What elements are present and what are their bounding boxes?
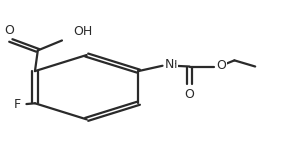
Text: F: F [13,98,21,111]
Text: O: O [185,88,195,101]
Text: OH: OH [73,25,92,38]
Text: N: N [165,58,174,71]
Text: O: O [4,24,14,37]
Text: O: O [216,59,226,72]
Text: H: H [169,60,177,70]
